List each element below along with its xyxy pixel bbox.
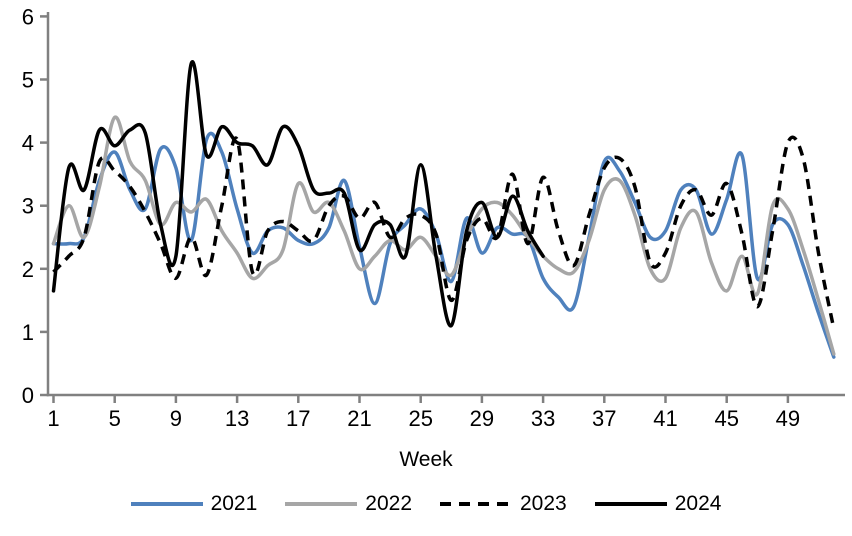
legend-marker-2023 (440, 502, 512, 506)
x-tick-label-41: 41 (653, 406, 677, 431)
legend-label-2024: 2024 (674, 492, 722, 515)
legend-item-2021: 2021 (130, 492, 258, 516)
x-tick-label-1: 1 (47, 406, 59, 431)
y-tick-label-6: 6 (22, 4, 34, 29)
legend-label-2023: 2023 (520, 492, 567, 515)
legend-marker-2021 (130, 502, 203, 506)
legend-marker-2022 (285, 502, 358, 506)
y-tick-label-1: 1 (22, 320, 34, 345)
chart-legend: 2021 2022 2023 2024 (0, 492, 852, 516)
legend-item-2023: 2023 (440, 492, 567, 516)
legend-item-2024: 2024 (594, 492, 722, 516)
x-tick-label-25: 25 (408, 406, 432, 431)
x-tick-label-9: 9 (170, 406, 182, 431)
series-line-2023 (52, 135, 836, 330)
x-tick-label-5: 5 (109, 406, 121, 431)
y-tick-label-2: 2 (22, 257, 34, 282)
x-axis-title: Week (399, 448, 453, 471)
y-tick-label-5: 5 (22, 68, 34, 93)
x-tick-label-29: 29 (470, 406, 494, 431)
legend-item-2022: 2022 (285, 492, 412, 516)
series-line-2021 (51, 131, 836, 359)
legend-label-2022: 2022 (365, 492, 412, 515)
legend-label-2021: 2021 (210, 492, 258, 515)
x-tick-label-33: 33 (531, 406, 555, 431)
legend-marker-2024 (594, 502, 667, 506)
y-tick-label-0: 0 (22, 383, 34, 408)
x-tick-label-17: 17 (286, 406, 310, 431)
x-tick-label-37: 37 (592, 406, 616, 431)
x-tick-label-45: 45 (714, 406, 738, 431)
x-tick-label-49: 49 (776, 406, 800, 431)
x-tick-label-13: 13 (225, 406, 249, 431)
series-line-2024 (51, 60, 545, 328)
x-tick-label-21: 21 (347, 406, 371, 431)
y-tick-label-4: 4 (22, 131, 34, 156)
y-tick-label-3: 3 (22, 194, 34, 219)
